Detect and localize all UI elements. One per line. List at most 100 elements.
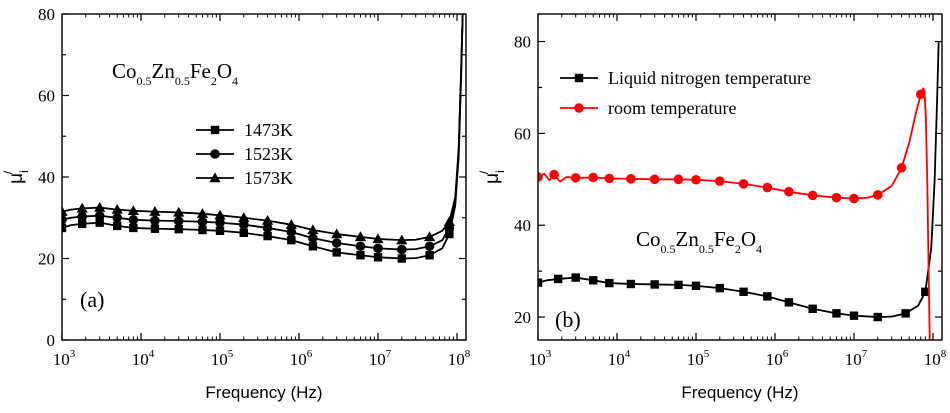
series-point	[308, 242, 318, 251]
series-group	[538, 41, 940, 340]
series-point	[424, 241, 435, 252]
series-point	[849, 193, 859, 204]
series-point	[307, 224, 319, 235]
series-point	[896, 163, 907, 173]
legend-marker	[574, 73, 584, 83]
x-tick-label: 107	[845, 348, 868, 369]
series-point	[214, 209, 226, 220]
series-point	[127, 205, 139, 216]
series-point	[549, 169, 559, 180]
x-tick-label: 107	[369, 348, 392, 369]
series-point	[285, 219, 297, 229]
series-point	[425, 251, 434, 260]
series-point	[94, 201, 106, 212]
series-point	[738, 179, 749, 189]
x-tick-label: 106	[290, 348, 313, 369]
x-tick-label: 104	[608, 348, 631, 369]
series-point	[691, 281, 701, 291]
series-point	[784, 186, 794, 197]
legend-marker	[209, 172, 221, 183]
series-point	[112, 212, 123, 223]
series-point	[553, 274, 563, 284]
series-point	[198, 225, 207, 235]
series-group	[62, 14, 464, 263]
y-tick-label: 60	[38, 87, 55, 106]
series-point	[128, 214, 139, 225]
x-tick-label: 105	[211, 348, 234, 369]
legend-label: 1473K	[244, 120, 293, 140]
legend-label: 1523K	[244, 144, 293, 164]
series-point	[605, 278, 614, 288]
panel-label: (a)	[80, 287, 104, 312]
y-axis-title: μi/	[1, 170, 31, 184]
series-point	[872, 190, 883, 200]
series-point	[62, 223, 67, 233]
x-tick-label: 105	[687, 348, 710, 369]
y-tick-label: 20	[38, 250, 55, 269]
series-point	[832, 309, 841, 318]
series-point	[62, 206, 68, 216]
series-point	[396, 244, 407, 255]
plot-frame	[537, 13, 943, 341]
series-point	[424, 231, 436, 242]
legend-label: 1573K	[244, 168, 293, 188]
series-point	[570, 173, 581, 183]
series-point	[849, 311, 859, 320]
series-point	[173, 206, 185, 217]
x-tick-label: 108	[448, 348, 471, 369]
series-point	[76, 202, 88, 213]
series-point	[150, 224, 160, 233]
series-point	[762, 182, 773, 193]
series-point	[588, 172, 599, 183]
series-point	[238, 219, 249, 230]
series-point	[239, 228, 248, 238]
series-point	[915, 89, 926, 100]
series-point	[396, 234, 408, 245]
series-point	[113, 221, 122, 231]
legend-marker	[574, 103, 584, 113]
x-axis-title: Frequency (Hz)	[205, 383, 322, 402]
series-point	[873, 312, 882, 322]
y-tick-label: 40	[38, 168, 55, 187]
chart-panel-b: 103 104 105 106 107 108 20 40 60 80 Frequency (Hz)…	[477, 13, 947, 402]
y-tick-label: 80	[514, 33, 531, 52]
series-point	[784, 298, 794, 307]
plot-frame	[61, 13, 467, 341]
series-point	[261, 215, 274, 225]
legend-label: room temperature	[608, 98, 736, 118]
y-tick-label: 20	[514, 308, 531, 327]
series-point	[372, 233, 384, 244]
series-point	[901, 309, 910, 318]
series-point	[356, 251, 365, 260]
series-point	[538, 172, 543, 182]
series-point	[77, 219, 87, 229]
series-point	[650, 280, 659, 289]
series-point	[674, 280, 683, 290]
series-point	[215, 217, 225, 228]
series-point	[286, 227, 297, 237]
y-tick-label: 0	[47, 331, 56, 350]
series-line-room-temperature	[538, 87, 931, 340]
legend-marker	[210, 149, 220, 159]
series-point	[589, 276, 598, 285]
series-point	[807, 190, 818, 201]
series-point	[714, 176, 725, 186]
y-tick-label: 80	[38, 5, 55, 24]
series-point	[262, 223, 273, 233]
x-tick-label: 108	[924, 348, 947, 369]
series-point	[626, 279, 636, 289]
x-axis-title: Frequency (Hz)	[681, 383, 798, 402]
x-tick-label: 103	[529, 348, 552, 369]
series-point	[174, 224, 183, 234]
series-point	[715, 283, 724, 293]
series-point	[197, 217, 208, 227]
legend-label: Liquid nitrogen temperature	[608, 68, 811, 88]
series-point	[149, 206, 161, 216]
series-point	[196, 208, 209, 218]
series-point	[739, 287, 748, 296]
series-point	[831, 192, 842, 203]
series-point	[921, 287, 930, 296]
x-tick-label: 106	[766, 348, 789, 369]
series-point	[373, 253, 383, 262]
